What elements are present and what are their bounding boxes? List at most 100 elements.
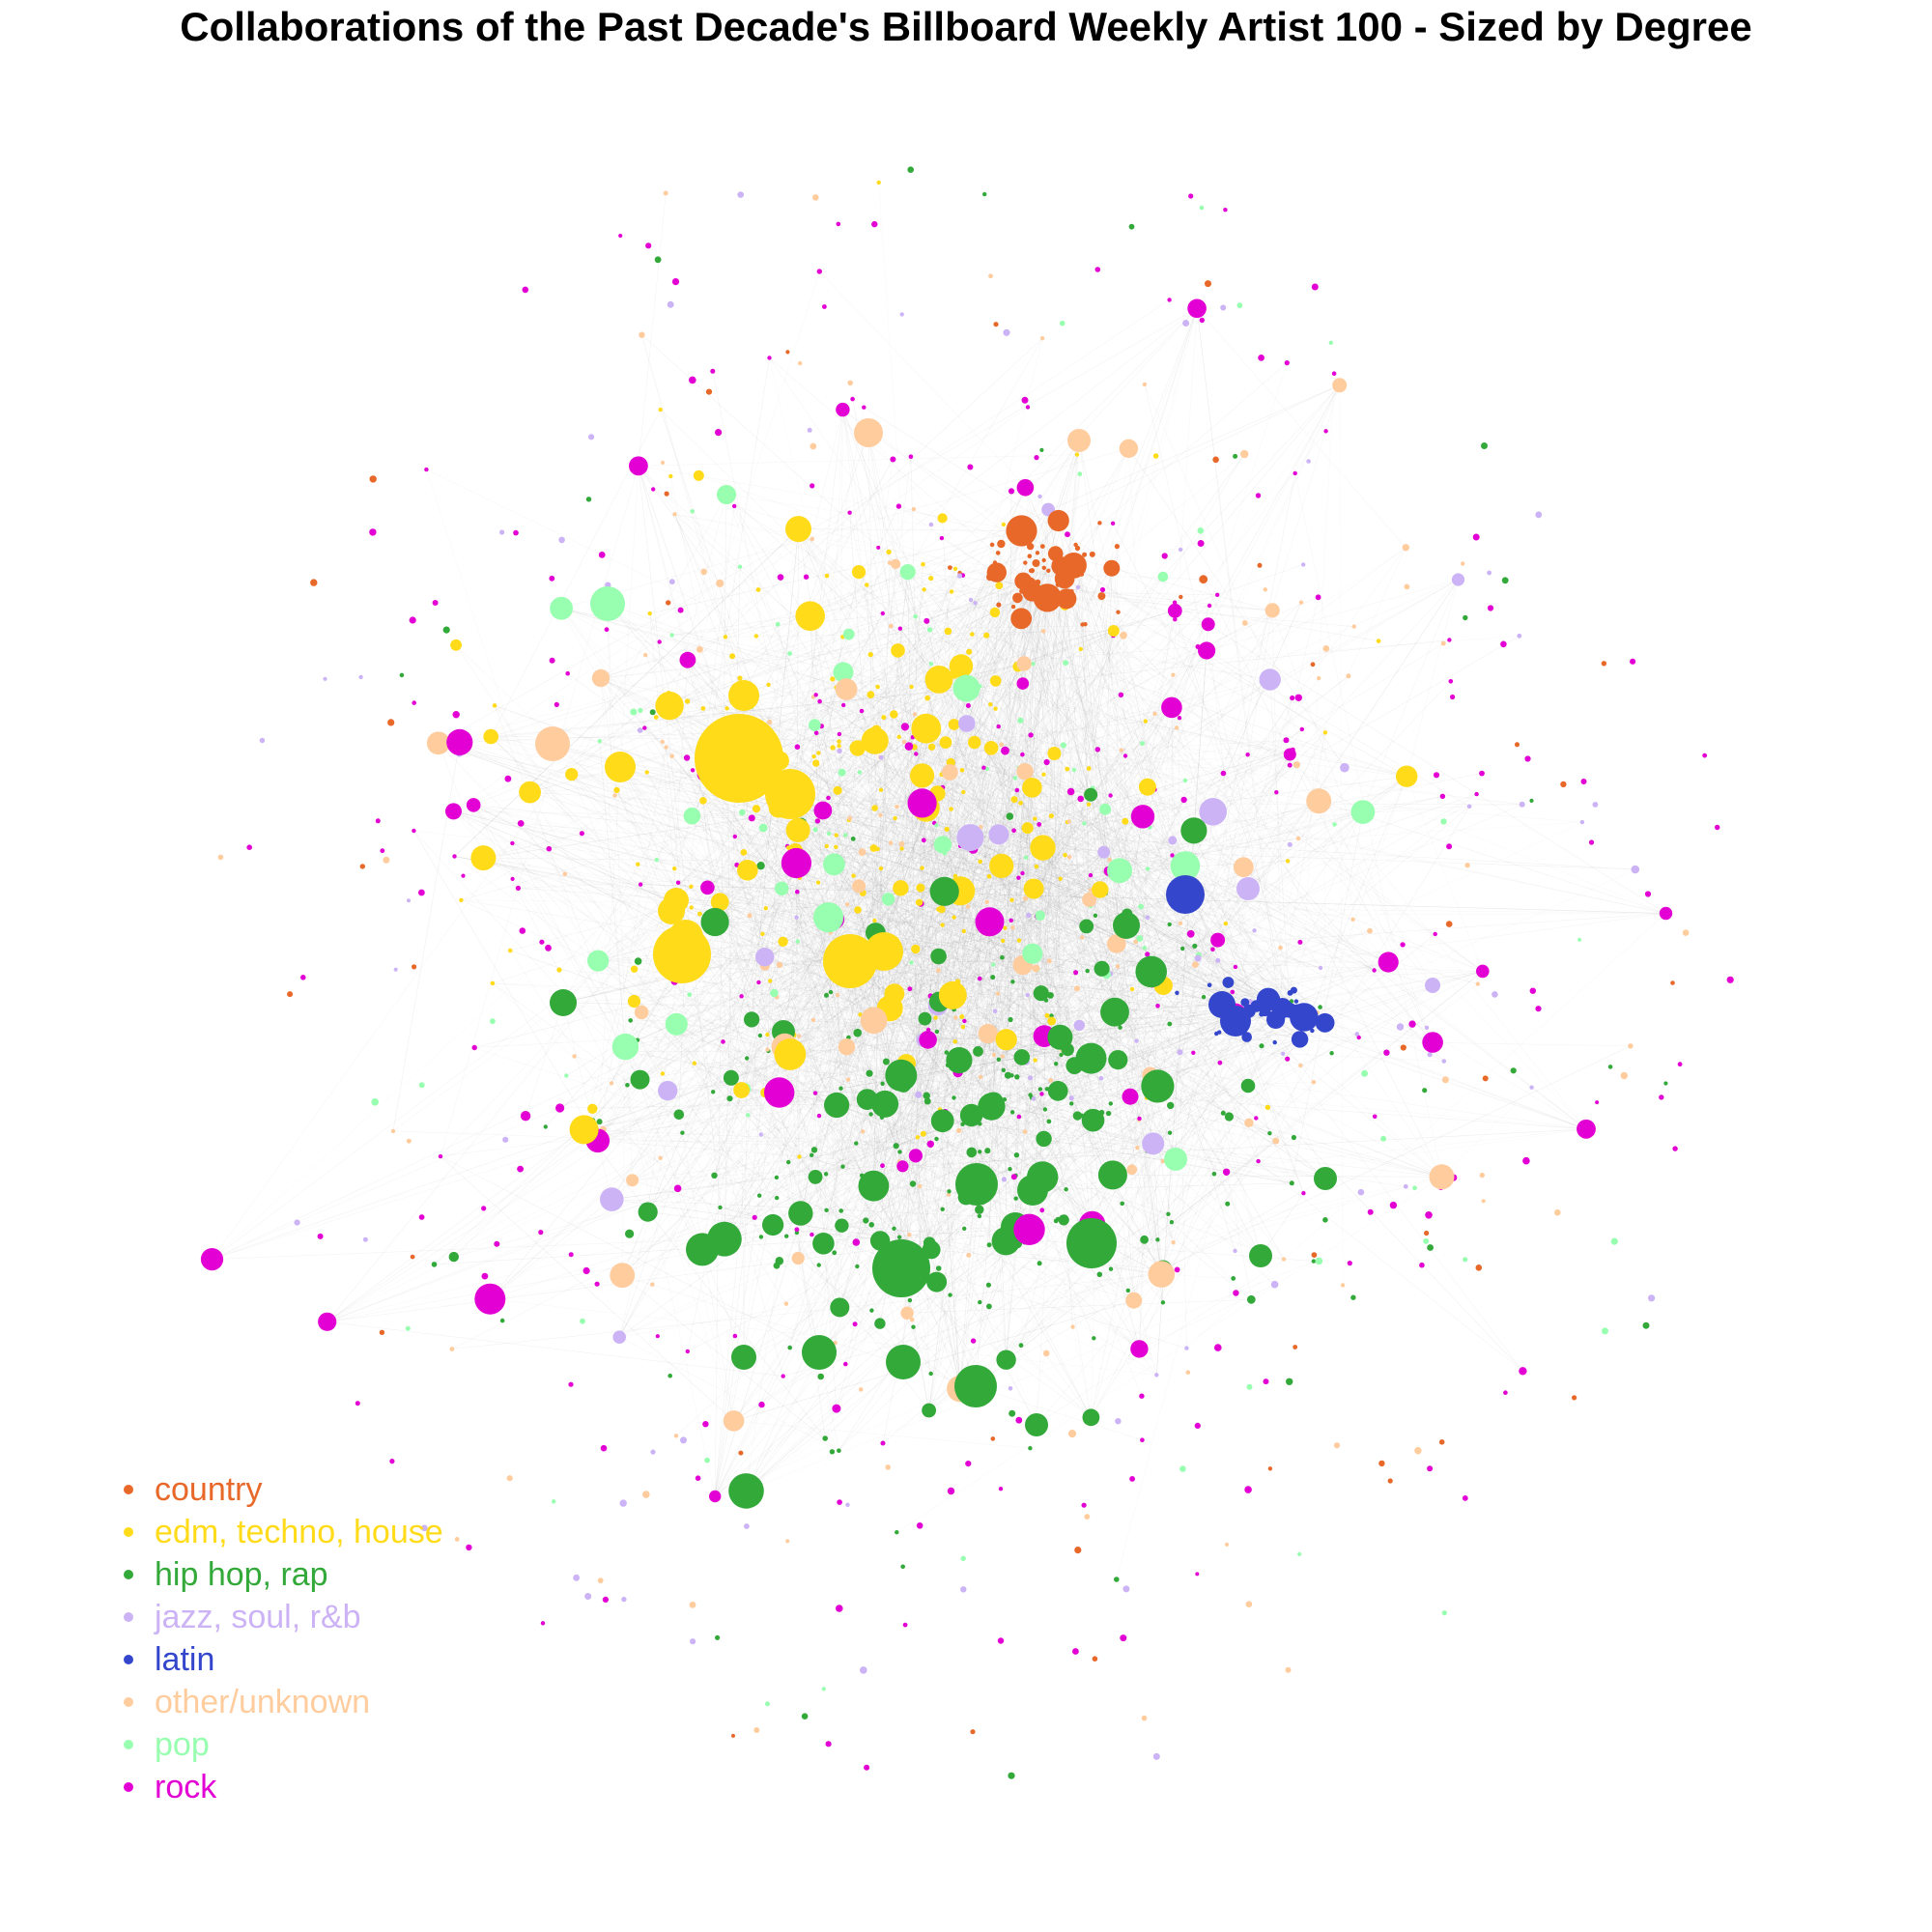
edge bbox=[764, 843, 902, 957]
edge bbox=[734, 836, 802, 1214]
edge bbox=[1248, 1122, 1442, 1178]
artist-node bbox=[1267, 1466, 1273, 1471]
edge bbox=[1020, 1016, 1305, 1346]
artist-node bbox=[1246, 1294, 1256, 1304]
artist-node bbox=[812, 827, 818, 833]
artist-node bbox=[1577, 1119, 1596, 1139]
edge bbox=[1156, 624, 1208, 1376]
edge bbox=[647, 1013, 1262, 1212]
edge bbox=[1047, 597, 1364, 812]
artist-node bbox=[664, 745, 668, 750]
edge bbox=[927, 728, 1302, 1040]
artist-node bbox=[899, 564, 916, 581]
edge bbox=[785, 598, 1067, 1304]
edge bbox=[822, 810, 1321, 969]
artist-node bbox=[731, 1345, 756, 1370]
artist-node bbox=[1256, 1158, 1261, 1164]
artist-node bbox=[1481, 442, 1488, 449]
artist-node bbox=[1487, 570, 1492, 576]
edge bbox=[632, 1145, 896, 1181]
artist-node bbox=[1161, 696, 1182, 719]
edge bbox=[1144, 384, 1434, 1043]
artist-node bbox=[915, 1091, 923, 1098]
edge bbox=[597, 960, 640, 1080]
artist-node bbox=[1188, 193, 1194, 199]
edge bbox=[1221, 697, 1293, 1006]
artist-node bbox=[410, 1254, 415, 1260]
edge bbox=[746, 1389, 862, 1492]
edge bbox=[714, 835, 846, 1497]
edge bbox=[974, 742, 1004, 941]
edge bbox=[893, 951, 1119, 1061]
artist-node bbox=[1169, 1220, 1175, 1225]
edge bbox=[899, 624, 1208, 629]
edge bbox=[894, 993, 1052, 1022]
artist-node bbox=[860, 1007, 888, 1035]
edge bbox=[779, 955, 939, 1094]
artist-node bbox=[1077, 471, 1083, 477]
edge bbox=[638, 466, 965, 932]
edge bbox=[1024, 630, 1115, 1132]
artist-node bbox=[1403, 1183, 1408, 1189]
edge bbox=[600, 677, 820, 1353]
artist-node bbox=[1108, 793, 1113, 798]
edge bbox=[890, 562, 1114, 632]
artist-node bbox=[1174, 725, 1179, 730]
artist-node bbox=[1425, 978, 1440, 993]
edge bbox=[784, 679, 1270, 1061]
artist-node bbox=[834, 844, 838, 849]
artist-node bbox=[998, 1487, 1004, 1492]
edge bbox=[896, 1177, 1442, 1533]
artist-node bbox=[711, 1090, 716, 1094]
artist-node bbox=[546, 845, 553, 852]
edge bbox=[1022, 630, 1115, 966]
legend-dot-icon bbox=[124, 1485, 133, 1494]
edge bbox=[764, 965, 874, 1186]
artist-node bbox=[958, 715, 976, 732]
edge bbox=[675, 866, 1002, 901]
artist-node bbox=[810, 1232, 814, 1237]
artist-node bbox=[1294, 694, 1303, 701]
artist-node bbox=[1180, 946, 1185, 952]
edge bbox=[1075, 544, 1186, 867]
edge bbox=[638, 466, 900, 1237]
edge bbox=[724, 566, 741, 1239]
edge bbox=[798, 528, 1022, 531]
edge bbox=[974, 742, 1017, 1155]
edge bbox=[883, 951, 1102, 1079]
edge bbox=[745, 702, 1042, 994]
artist-node bbox=[878, 787, 884, 792]
edge bbox=[630, 1020, 668, 1092]
edge bbox=[1196, 308, 1288, 1060]
edge bbox=[1073, 570, 1326, 1179]
artist-node bbox=[986, 1242, 992, 1248]
artist-node bbox=[918, 1011, 932, 1026]
edge bbox=[971, 663, 1025, 1152]
edge bbox=[958, 925, 1087, 1131]
artist-node bbox=[1008, 1386, 1013, 1391]
edge bbox=[1022, 872, 1218, 941]
artist-node bbox=[1372, 1114, 1378, 1120]
edge bbox=[1036, 562, 1407, 777]
edge bbox=[1152, 697, 1293, 1144]
edge bbox=[741, 877, 801, 1091]
edge bbox=[600, 677, 1092, 795]
edge bbox=[438, 743, 1076, 974]
edge bbox=[869, 654, 924, 1040]
artist-node bbox=[627, 994, 641, 1009]
edge bbox=[1051, 384, 1340, 1022]
edge bbox=[841, 1099, 867, 1226]
artist-node bbox=[801, 1713, 809, 1719]
artist-node bbox=[390, 1128, 396, 1134]
artist-node bbox=[452, 711, 460, 719]
edge bbox=[991, 830, 1014, 1107]
artist-node bbox=[1066, 819, 1071, 824]
artist-node bbox=[673, 1184, 682, 1193]
artist-node bbox=[1061, 553, 1087, 579]
edge bbox=[525, 1002, 564, 1117]
artist-node bbox=[1029, 568, 1036, 574]
artist-node bbox=[432, 600, 439, 606]
edge bbox=[1001, 866, 1013, 982]
edge bbox=[915, 794, 1092, 1156]
artist-node bbox=[1175, 990, 1179, 996]
